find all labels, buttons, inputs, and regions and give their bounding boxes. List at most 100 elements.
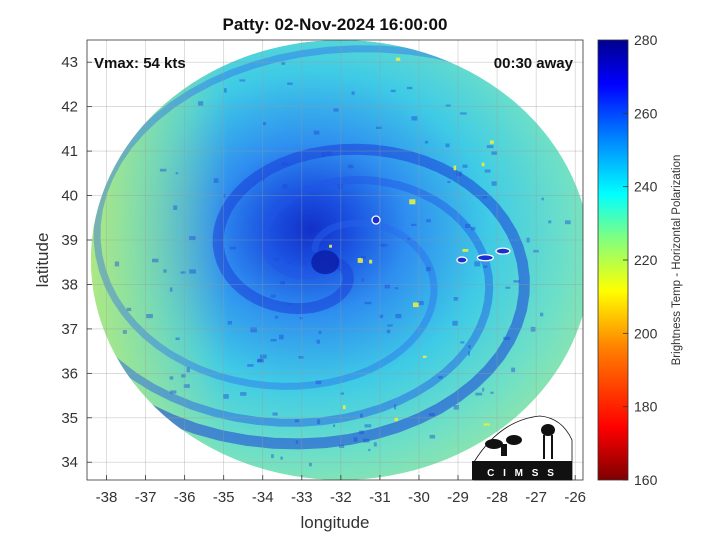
convective-cell bbox=[390, 89, 396, 93]
convective-cell bbox=[257, 359, 264, 362]
convective-cell bbox=[380, 244, 388, 247]
y-tick-label: 42 bbox=[61, 99, 78, 116]
x-tick-label: -26 bbox=[564, 489, 586, 506]
convective-cell bbox=[407, 238, 410, 241]
convective-cell bbox=[411, 223, 417, 226]
grid bbox=[87, 40, 583, 480]
convective-cell bbox=[429, 434, 436, 439]
convective-cell bbox=[333, 108, 339, 112]
convective-cell bbox=[175, 337, 180, 340]
y-axis-label: latitude bbox=[33, 233, 52, 288]
convective-cell bbox=[565, 220, 571, 225]
convective-cell bbox=[453, 297, 459, 301]
y-axis-ticks: 34 35 36 37 38 39 40 41 42 43 bbox=[61, 54, 92, 471]
convective-cell bbox=[490, 140, 494, 144]
convective-cells bbox=[114, 57, 571, 467]
convective-cell bbox=[296, 256, 300, 261]
convective-cell bbox=[300, 261, 306, 266]
convective-cell bbox=[468, 351, 470, 356]
colorbar-tick-label: 240 bbox=[634, 179, 658, 195]
convective-cell bbox=[282, 183, 288, 189]
convective-cell bbox=[315, 380, 322, 385]
convective-cell bbox=[384, 284, 390, 289]
y-tick-label: 40 bbox=[61, 188, 78, 205]
convective-cell bbox=[513, 280, 520, 283]
convective-cell bbox=[482, 196, 487, 199]
convective-cell bbox=[294, 419, 299, 423]
convective-cell bbox=[481, 162, 485, 167]
x-tick-label: -37 bbox=[135, 489, 157, 506]
logo-tower-leg-2 bbox=[551, 435, 553, 459]
x-tick-label: -34 bbox=[252, 489, 274, 506]
convective-cell bbox=[337, 184, 343, 189]
logo-dish-right bbox=[506, 435, 522, 445]
convective-cell bbox=[239, 79, 246, 82]
convective-cell bbox=[347, 164, 354, 169]
convective-cell bbox=[180, 271, 186, 274]
convective-cell bbox=[250, 327, 257, 333]
convective-cell bbox=[375, 126, 382, 129]
convective-cell bbox=[468, 345, 471, 349]
convective-cell bbox=[223, 394, 229, 399]
convective-cell bbox=[213, 178, 219, 183]
convective-cell bbox=[340, 392, 344, 395]
cold-cell bbox=[456, 256, 468, 264]
convective-cell bbox=[386, 329, 391, 334]
convective-cell bbox=[181, 374, 186, 378]
cold-cell bbox=[495, 247, 511, 255]
convective-cell bbox=[483, 423, 490, 426]
convective-cell bbox=[309, 462, 312, 467]
convective-cell bbox=[548, 220, 552, 224]
convective-cell bbox=[445, 104, 451, 107]
x-tick-label: -33 bbox=[291, 489, 313, 506]
convective-cell bbox=[316, 339, 320, 344]
convective-cell bbox=[460, 112, 467, 115]
y-tick-label: 37 bbox=[61, 321, 78, 338]
convective-cell bbox=[189, 269, 196, 274]
x-tick-label: -29 bbox=[447, 489, 469, 506]
y-tick-label: 34 bbox=[61, 454, 78, 471]
convective-cell bbox=[306, 249, 310, 252]
plot-area: -38 -37 -36 -35 -34 -33 -32 -31 -30 -29 -28 -27 -26 … bbox=[61, 39, 586, 506]
convective-cell bbox=[452, 320, 458, 326]
convective-cell bbox=[257, 358, 264, 363]
convective-cell bbox=[198, 101, 204, 106]
convective-cell bbox=[281, 162, 289, 166]
convective-cell bbox=[318, 330, 322, 334]
convective-cell bbox=[114, 261, 120, 267]
convective-cell bbox=[279, 334, 284, 340]
convective-cell bbox=[368, 448, 371, 452]
convective-cell bbox=[339, 444, 345, 448]
convective-cell bbox=[311, 193, 316, 199]
convective-cell bbox=[387, 324, 393, 327]
convective-cell bbox=[474, 261, 481, 267]
logo-band bbox=[472, 461, 572, 480]
convective-cell bbox=[326, 151, 332, 156]
x-tick-label: -35 bbox=[213, 489, 235, 506]
convective-cell bbox=[445, 143, 450, 148]
x-axis-ticks: -38 -37 -36 -35 -34 -33 -32 -31 -30 -29 -28 -27 -26 bbox=[96, 475, 586, 506]
convective-cell bbox=[369, 259, 373, 264]
convective-cell bbox=[262, 177, 265, 182]
cold-cell bbox=[371, 215, 381, 225]
colorbar-tick-label: 280 bbox=[634, 32, 658, 48]
y-tick-label: 43 bbox=[61, 54, 78, 71]
convective-cell bbox=[422, 355, 427, 358]
logo-text: C I M S S bbox=[487, 468, 557, 479]
chart-title: Patty: 02-Nov-2024 16:00:00 bbox=[223, 15, 448, 34]
convective-cell bbox=[299, 317, 303, 320]
convective-cell bbox=[394, 287, 399, 290]
convective-cell bbox=[173, 205, 178, 210]
convective-cell bbox=[262, 122, 266, 126]
cold-cell bbox=[476, 254, 495, 262]
convective-cell bbox=[152, 258, 159, 263]
convective-cell bbox=[189, 236, 196, 241]
convective-cell bbox=[357, 258, 363, 263]
convective-cell bbox=[360, 413, 363, 418]
storm-core bbox=[311, 250, 340, 275]
convective-cell bbox=[394, 404, 397, 410]
convective-cell bbox=[274, 257, 280, 261]
convective-cell bbox=[278, 213, 283, 216]
convective-cell bbox=[505, 286, 511, 289]
